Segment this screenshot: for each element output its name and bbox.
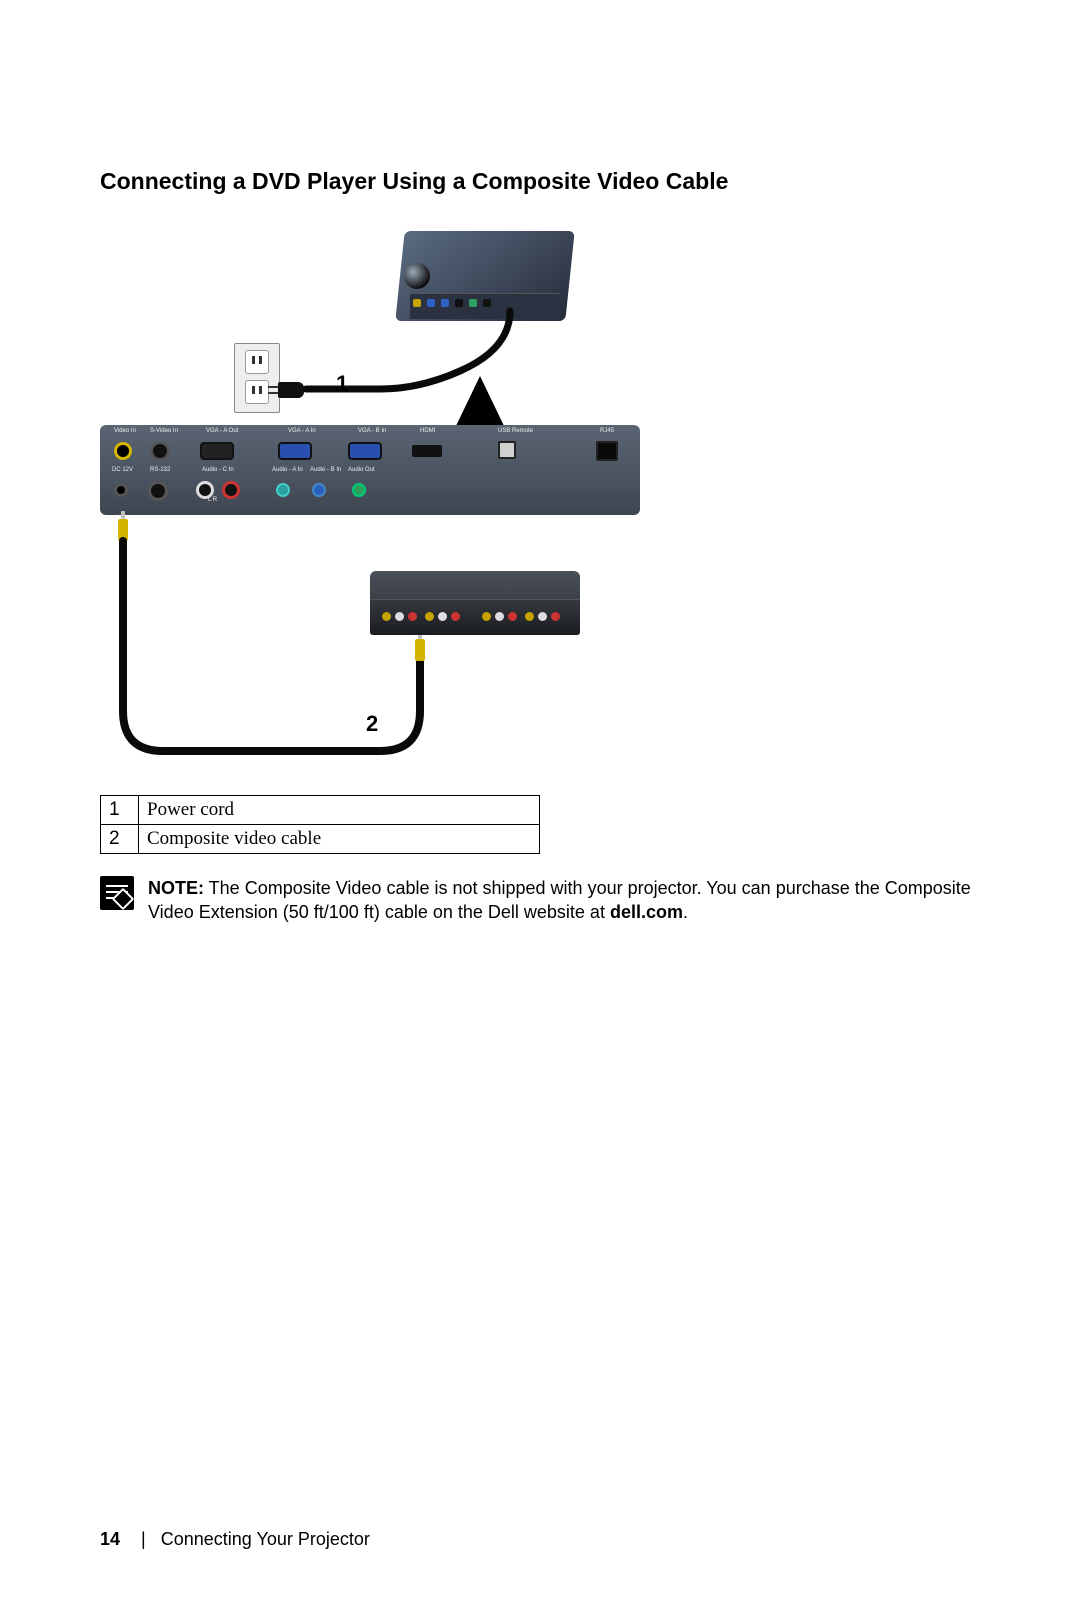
label-rj45: RJ45 (600, 428, 614, 434)
note-block: NOTE: The Composite Video cable is not s… (100, 876, 980, 925)
projector-back-panel: Video In S-Video In VGA - A Out VGA - A … (100, 425, 640, 515)
port-vga-a-out (200, 442, 234, 460)
label-svideo-in: S-Video In (150, 428, 178, 434)
label-vga-a-out: VGA - A Out (206, 428, 238, 434)
note-icon (100, 876, 134, 910)
label-hdmi: HDMI (420, 428, 435, 434)
port-rj45 (596, 441, 618, 461)
label-lr: L R (208, 497, 217, 503)
port-audio-c-l (196, 481, 214, 499)
dvd-player (370, 571, 580, 635)
label-audio-b: Audio - B In (310, 467, 341, 473)
callout-2: 2 (366, 711, 378, 737)
port-audio-c-r (222, 481, 240, 499)
callout-1: 1 (336, 371, 348, 397)
note-lead: NOTE: (148, 878, 204, 898)
port-vga-b-in (348, 442, 382, 460)
legend-desc-2: Composite video cable (139, 825, 540, 854)
note-text: NOTE: The Composite Video cable is not s… (148, 876, 980, 925)
label-audio-a: Audio - A In (272, 467, 303, 473)
projector-illustration (370, 231, 570, 351)
label-vga-b-in: VGA - B In (358, 428, 386, 434)
port-audio-a (276, 483, 290, 497)
rca-connector-projector-end (118, 519, 128, 541)
composite-video-cable (100, 511, 500, 771)
port-svideo (150, 441, 170, 461)
port-usb (498, 441, 516, 459)
label-vga-a-in: VGA - A In (288, 428, 316, 434)
legend-num-1: 1 (101, 796, 139, 825)
indicator-triangle (454, 376, 506, 430)
label-rs232: RS-232 (150, 467, 170, 473)
page-number: 14 (100, 1529, 120, 1549)
note-site: dell.com (610, 902, 683, 922)
table-row: 2 Composite video cable (101, 825, 540, 854)
legend-num-2: 2 (101, 825, 139, 854)
port-dc12v (114, 483, 128, 497)
wall-outlet (234, 343, 280, 413)
chapter-title: Connecting Your Projector (161, 1529, 370, 1549)
port-composite-video-in (114, 442, 132, 460)
footer-separator: | (141, 1529, 146, 1549)
section-title: Connecting a DVD Player Using a Composit… (100, 168, 980, 195)
label-usb: USB Remote (498, 428, 533, 434)
port-audio-out (352, 483, 366, 497)
table-row: 1 Power cord (101, 796, 540, 825)
port-hdmi (412, 445, 442, 457)
label-audio-out: Audio Out (348, 467, 375, 473)
note-body-b: . (683, 902, 688, 922)
label-dc12v: DC 12V (112, 467, 133, 473)
port-rs232 (148, 481, 168, 501)
legend-desc-1: Power cord (139, 796, 540, 825)
label-video-in: Video In (114, 428, 136, 434)
port-audio-b (312, 483, 326, 497)
page-footer: 14 | Connecting Your Projector (100, 1529, 370, 1550)
legend-table: 1 Power cord 2 Composite video cable (100, 795, 540, 854)
power-plug (278, 382, 304, 398)
port-vga-a-in (278, 442, 312, 460)
label-audio-c: Audio - C In (202, 467, 234, 473)
rca-connector-dvd-end (415, 639, 425, 661)
note-body-a: The Composite Video cable is not shipped… (148, 878, 971, 922)
connection-diagram: 1 Video In S-Video In VGA - A Out VGA - … (100, 231, 640, 771)
